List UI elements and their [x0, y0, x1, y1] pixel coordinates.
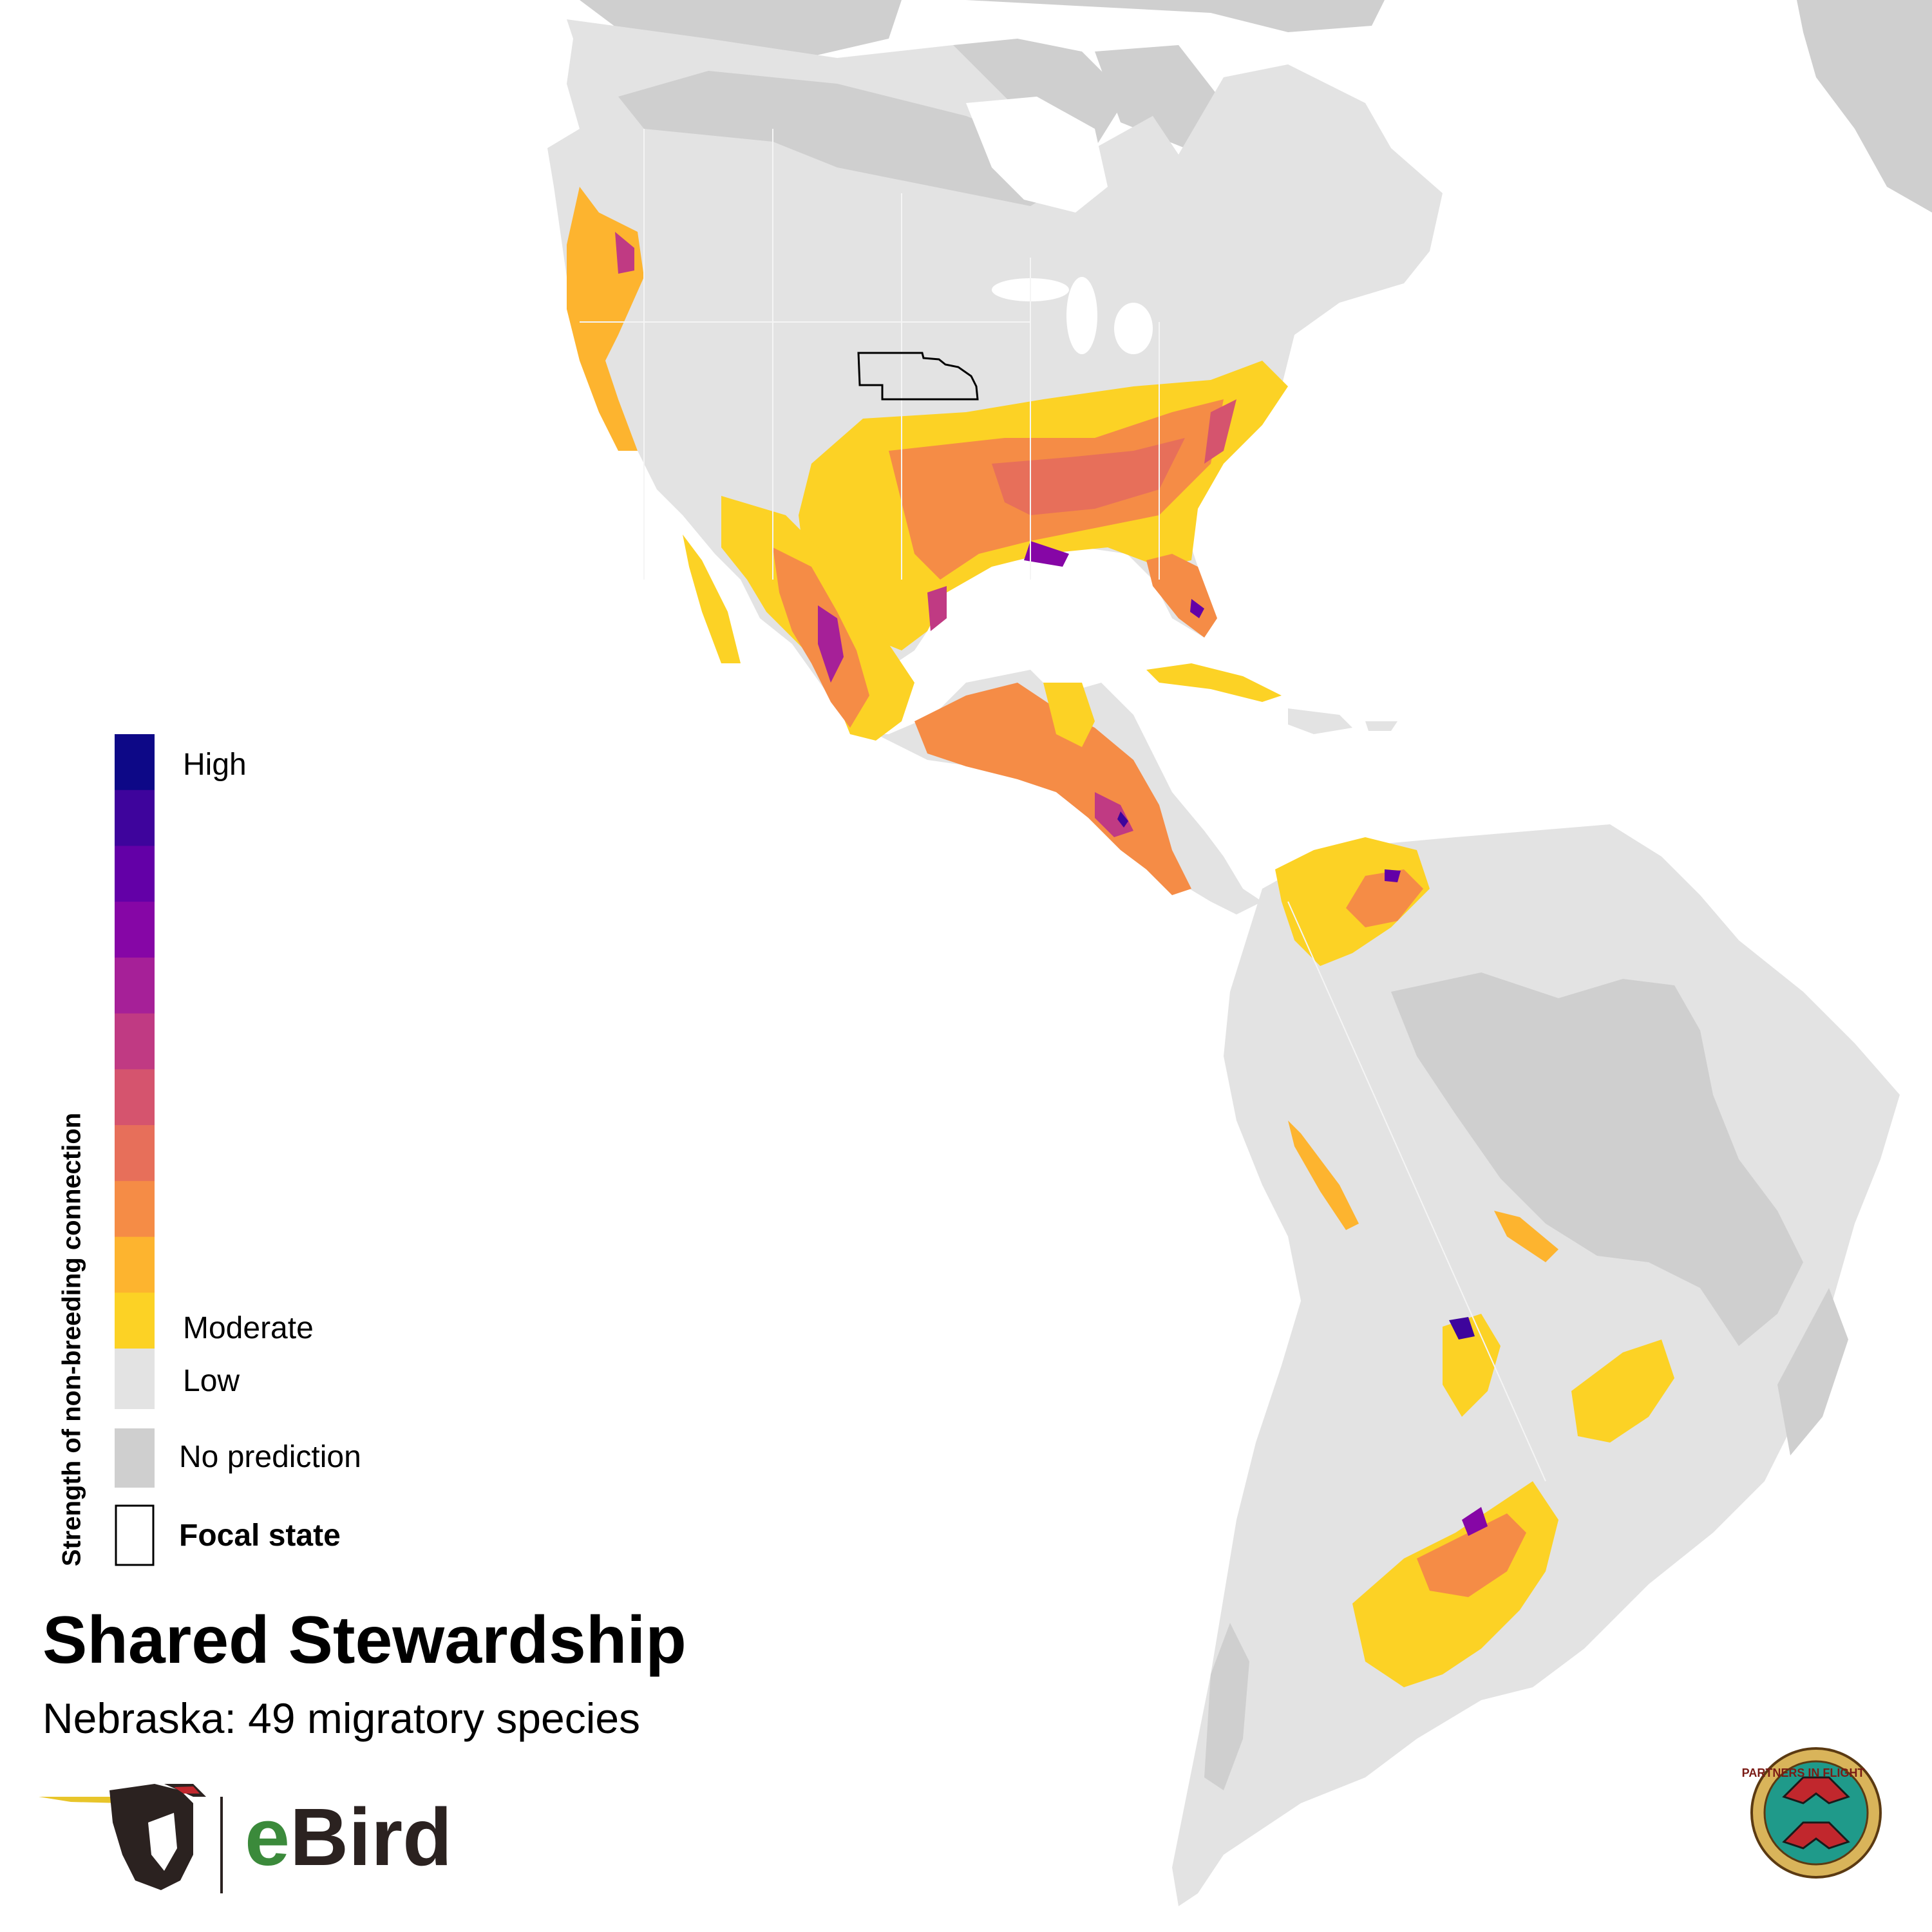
legend-ramp-step: [115, 1125, 155, 1182]
page-title: Shared Stewardship: [43, 1603, 687, 1678]
legend-ramp-step: [115, 1180, 155, 1238]
legend-low-swatch: [115, 1349, 155, 1409]
legend-ramp-step: [115, 1236, 155, 1293]
legend-ramp-step: [115, 734, 155, 791]
legend-focal-swatch: [115, 1504, 155, 1566]
legend-color-ramp: [115, 734, 155, 1349]
legend-axis-title: Strength of non-breeding connection: [57, 1112, 86, 1567]
legend-moderate-label: Moderate: [183, 1311, 314, 1345]
legend-ramp-step: [115, 957, 155, 1014]
legend-focal-label: Focal state: [179, 1519, 341, 1553]
legend-ramp-step: [115, 1013, 155, 1070]
admin-boundaries: [580, 129, 1546, 1482]
legend-ramp-step: [115, 902, 155, 958]
legend-ramp-step: [115, 1069, 155, 1126]
ebird-wordmark-rest: Bird: [290, 1792, 453, 1882]
ebird-wordmark-e: e: [245, 1792, 290, 1882]
legend-ramp-step: [115, 790, 155, 846]
ebird-bird-head-icon: [39, 1784, 223, 1893]
legend-high-label: High: [183, 748, 247, 782]
connection-strength-regions: [567, 187, 1674, 1687]
ebird-wordmark: eBird: [245, 1797, 452, 1878]
pif-ring-text: PARTNERS IN FLIGHT: [1741, 1766, 1865, 1779]
page-subtitle: Nebraska: 49 migratory species: [43, 1694, 641, 1742]
partners-in-flight-seal-icon: [1750, 1747, 1882, 1879]
legend-low-label: Low: [183, 1364, 240, 1398]
legend-ramp-step: [115, 1293, 155, 1349]
legend-no-prediction-label: No prediction: [179, 1440, 361, 1474]
caribbean-land: [1146, 663, 1397, 734]
legend-ramp-step: [115, 846, 155, 902]
focal-state-outline: [857, 352, 979, 401]
no-prediction-land: [580, 0, 1932, 213]
legend-no-prediction-swatch: [115, 1428, 155, 1488]
inland-water: [966, 97, 1153, 354]
south-america-land: [1172, 824, 1900, 1906]
